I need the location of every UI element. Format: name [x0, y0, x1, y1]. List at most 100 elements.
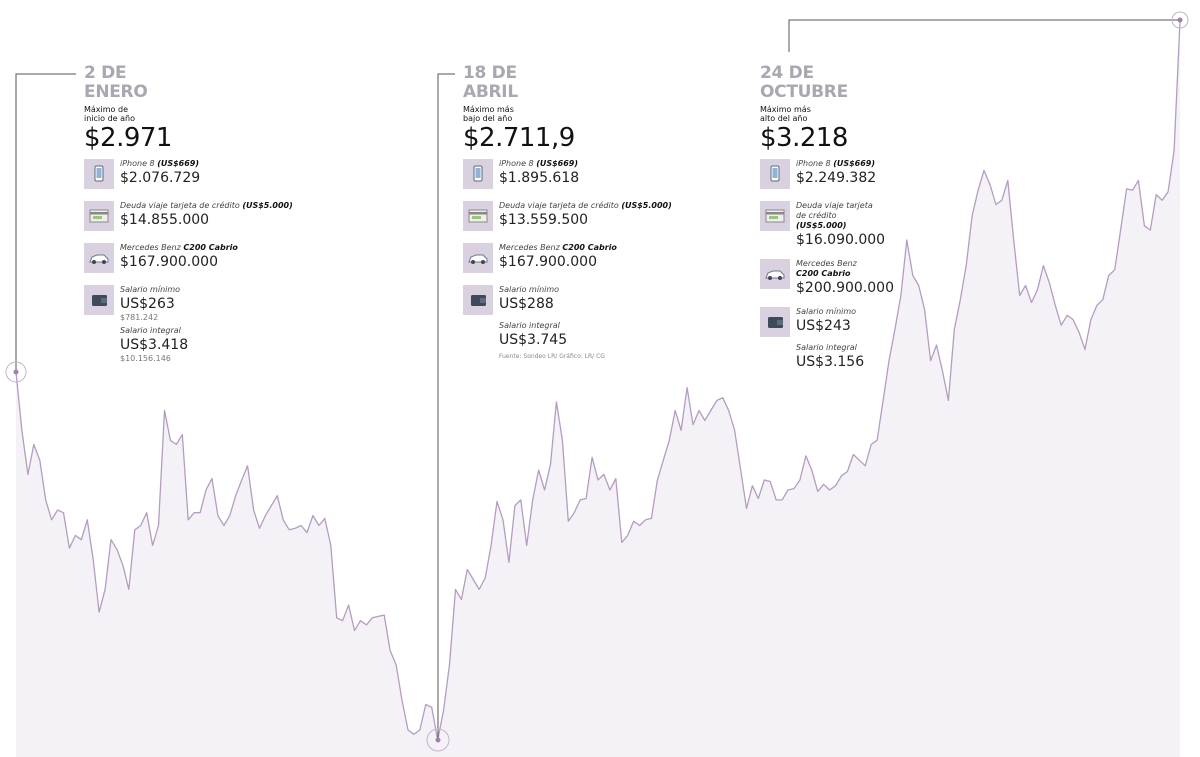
annotation: 18 DE ABRIL Máximo más bajo del año $2.711,9… — [463, 64, 672, 360]
highlight-dot — [1177, 17, 1183, 23]
icon — [760, 307, 790, 337]
highlight-ring — [5, 361, 27, 383]
icon — [463, 159, 493, 189]
highlight-ring — [426, 728, 450, 752]
item-amount: $14.855.000 — [120, 212, 210, 228]
item-name: Salario integral — [796, 343, 878, 353]
icon — [760, 201, 790, 231]
annotation: 24 DE OCTUBRE Máximo más alto del año $3.218… — [760, 64, 894, 381]
date: 18 DE ABRIL — [463, 64, 672, 102]
label-line: bajo del año — [463, 114, 513, 123]
icon-graphic — [765, 209, 785, 223]
item-name-text: Salario integral — [120, 326, 181, 335]
icon-graphic — [468, 254, 488, 264]
item: Deuda viaje tarjeta de crédito (US$5.000… — [760, 201, 894, 249]
item-amount: $2.076.729 — [120, 170, 201, 186]
item-amount: US$3.745 — [499, 332, 568, 348]
icon — [84, 159, 114, 189]
highlight-ring — [1171, 11, 1189, 29]
icon-graphic — [468, 209, 488, 223]
label-line: inicio de año — [84, 114, 135, 123]
item-name: Deuda viaje tarjeta de crédito (US$5.000… — [796, 201, 878, 231]
label: Máximo más alto del año — [760, 105, 894, 123]
item-sub: $10.156.146 — [120, 354, 171, 363]
item-amount: $167.900.000 — [120, 254, 218, 270]
icon — [463, 201, 493, 231]
item-amount: US$288 — [499, 296, 554, 312]
icon — [84, 243, 114, 273]
item: Salario mínimo US$243 — [760, 307, 894, 339]
item: Mercedes Benz C200 Cabrio $200.900.000 — [760, 259, 894, 297]
date-line: 18 DE — [463, 63, 517, 83]
line — [15, 21, 1181, 741]
item-amount: US$243 — [796, 318, 851, 334]
leader — [788, 19, 1180, 52]
icon — [463, 243, 493, 273]
icon — [760, 259, 790, 289]
item-name-text: iPhone 8 — [499, 159, 534, 168]
item-amount: US$263 — [120, 296, 175, 312]
item-name-text: Deuda viaje tarjeta de crédito — [796, 201, 873, 220]
icon-graphic — [94, 165, 104, 182]
date-line: 2 DE — [84, 63, 127, 83]
item-name-text: iPhone 8 — [796, 159, 831, 168]
area — [16, 21, 1180, 757]
icon — [84, 201, 114, 231]
item-name: Mercedes Benz C200 Cabrio — [499, 243, 672, 253]
label-line: Máximo más — [760, 105, 811, 114]
item-name: Salario integral — [120, 326, 293, 336]
item-amount: $167.900.000 — [499, 254, 597, 270]
item-name: Deuda viaje tarjeta de crédito (US$5.000… — [499, 201, 672, 211]
item-name-text: Deuda viaje tarjeta de crédito — [499, 201, 619, 210]
highlight-dot — [435, 737, 441, 743]
item: iPhone 8 (US$669) $2.249.382 — [760, 159, 894, 191]
item: Salario mínimo US$288 — [463, 285, 672, 317]
item-name-bold: (US$669) — [536, 159, 579, 168]
item-name: iPhone 8 (US$669) — [120, 159, 293, 169]
icon — [463, 285, 493, 315]
date: 24 DE OCTUBRE — [760, 64, 894, 102]
date-line: ENERO — [84, 82, 148, 102]
item-amount: US$3.156 — [796, 354, 865, 370]
item-amount: $2.249.382 — [796, 170, 877, 186]
item-amount: $200.900.000 — [796, 280, 894, 296]
icon — [760, 159, 790, 189]
icon-graphic — [89, 254, 109, 264]
date: 2 DE ENERO — [84, 64, 293, 102]
icon-graphic — [473, 165, 483, 182]
item-name: Deuda viaje tarjeta de crédito (US$5.000… — [120, 201, 293, 211]
label: Máximo de inicio de año — [84, 105, 293, 123]
item-name-text: Salario integral — [499, 321, 560, 330]
leader — [437, 73, 455, 740]
item-name-text: Mercedes Benz — [499, 243, 560, 252]
value: $2.971 — [84, 123, 172, 153]
source: Fuente: Sondeo LR/ Gráfico: LR/ CG — [499, 353, 605, 360]
item: Salario mínimo US$263 $781.242 — [84, 285, 293, 322]
item-name-bold: (US$5.000) — [796, 221, 847, 230]
plot — [15, 21, 1181, 757]
icon-graphic — [92, 295, 107, 306]
item-amount: $13.559.500 — [499, 212, 589, 228]
item-amount: $1.895.618 — [499, 170, 580, 186]
item-name: Salario mínimo — [120, 285, 293, 295]
item: Deuda viaje tarjeta de crédito (US$5.000… — [463, 201, 672, 233]
item-sub: $781.242 — [120, 313, 159, 322]
item-name-bold: C200 Cabrio — [796, 269, 851, 278]
item: Salario integral US$3.418 $10.156.146 — [84, 326, 293, 363]
highlight-dot — [13, 369, 19, 375]
icon — [84, 285, 114, 315]
item-name-bold: (US$669) — [157, 159, 200, 168]
item-name: Mercedes Benz C200 Cabrio — [120, 243, 293, 253]
item: iPhone 8 (US$669) $1.895.618 — [463, 159, 672, 191]
leaders — [15, 19, 1180, 740]
value: $2.711,9 — [463, 123, 575, 153]
item-name-text: Mercedes Benz — [120, 243, 181, 252]
icon-graphic — [89, 209, 109, 223]
label-line: Máximo más — [463, 105, 514, 114]
date-line: ABRIL — [463, 82, 518, 102]
item-name-text: Salario mínimo — [120, 285, 181, 294]
item-name-text: iPhone 8 — [120, 159, 155, 168]
item-name-text: Salario mínimo — [499, 285, 560, 294]
